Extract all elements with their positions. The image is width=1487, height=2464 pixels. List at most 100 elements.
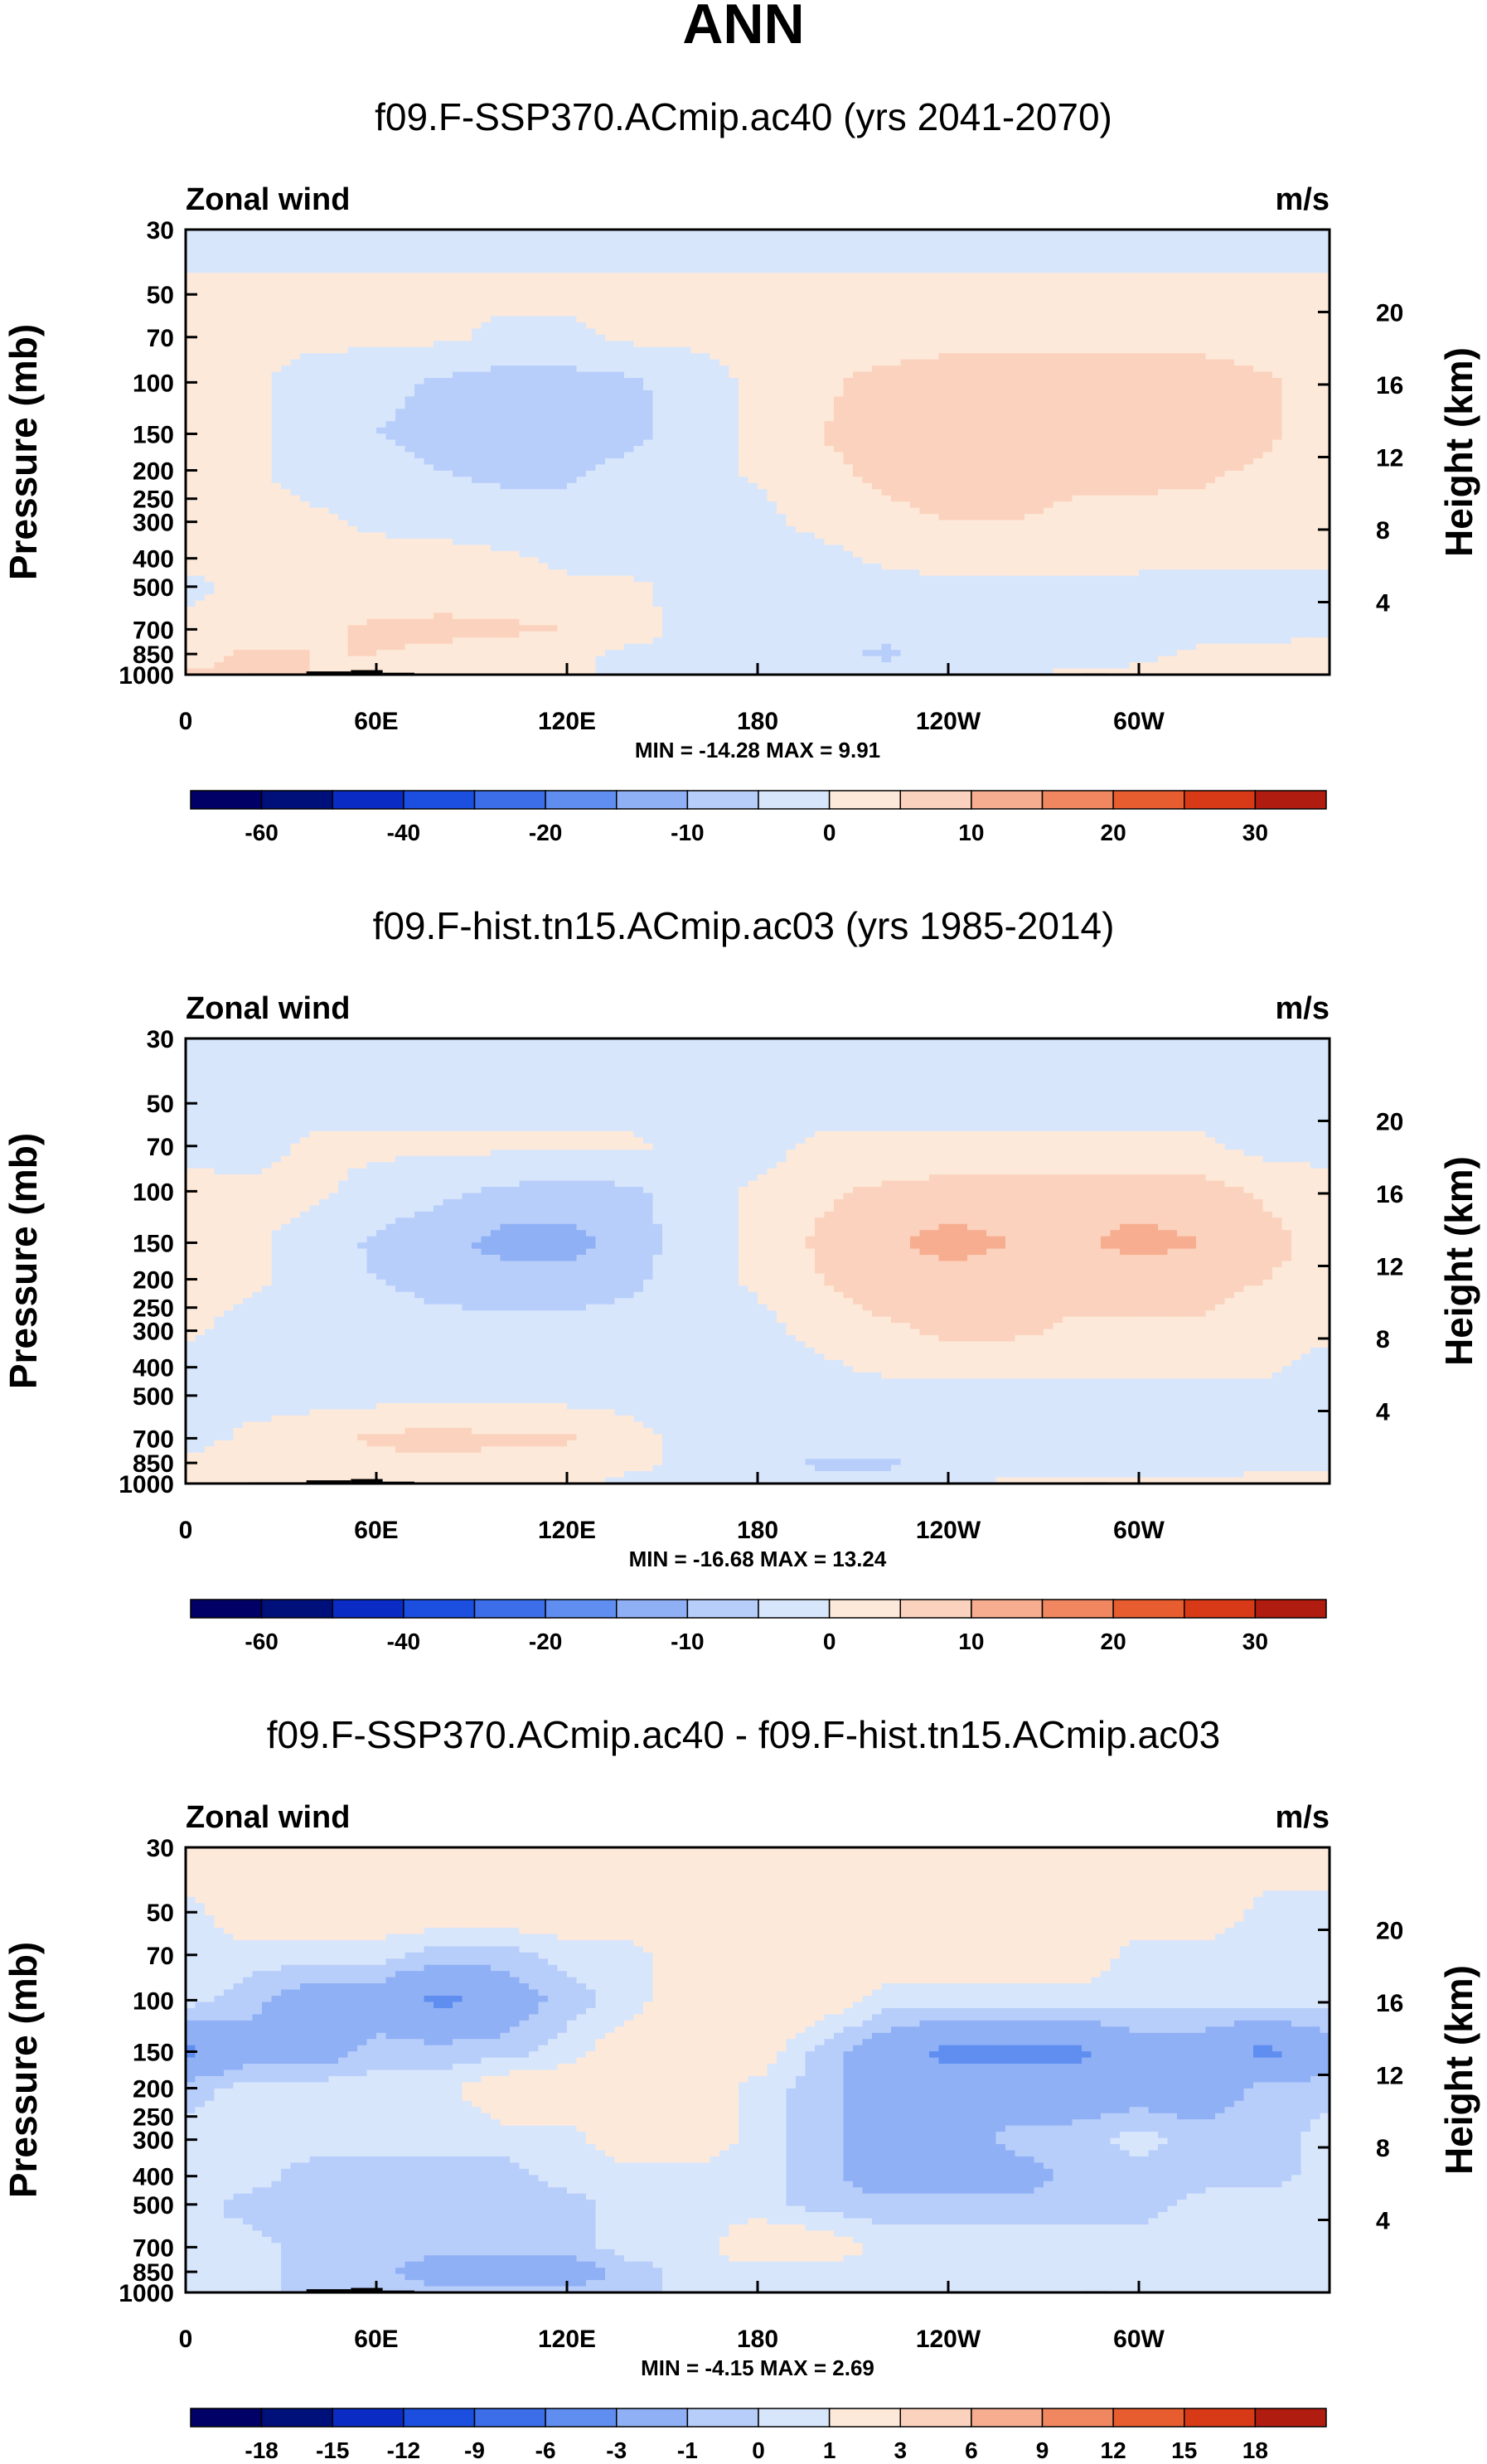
contour-cell (920, 267, 930, 274)
contour-cell (605, 242, 615, 249)
contour-cell (319, 279, 329, 286)
contour-cell (224, 292, 234, 298)
contour-cell (615, 298, 625, 304)
contour-cell (482, 292, 492, 298)
contour-cell (1024, 279, 1034, 286)
contour-cell (558, 273, 568, 279)
contour-cell (1263, 285, 1273, 292)
contour-cell (700, 279, 710, 286)
contour-cell (1272, 235, 1282, 242)
contour-cell (395, 279, 405, 286)
contour-cell (891, 285, 901, 292)
contour-cell (253, 260, 263, 267)
contour-cell (319, 273, 329, 279)
contour-cell (329, 248, 339, 254)
contour-cell (1291, 285, 1301, 292)
contour-cell (310, 242, 320, 249)
contour-cell (1005, 260, 1015, 267)
contour-cell (853, 242, 863, 249)
contour-cell (1301, 260, 1311, 267)
contour-cell (586, 298, 596, 304)
contour-cell (548, 267, 558, 274)
contour-cell (310, 254, 320, 261)
contour-cell (1263, 235, 1273, 242)
contour-cell (662, 298, 672, 304)
contour-cell (672, 292, 682, 298)
contour-cell (853, 235, 863, 242)
contour-cell (1034, 235, 1044, 242)
contour-cell (472, 260, 482, 267)
contour-cell (1044, 242, 1053, 249)
contour-cell (548, 298, 558, 304)
contour-cell (834, 260, 844, 267)
contour-cell (1168, 254, 1178, 261)
contour-cell (491, 298, 501, 304)
contour-cell (815, 279, 825, 286)
contour-cell (1130, 248, 1140, 254)
contour-cell (834, 248, 844, 254)
contour-cell (482, 285, 492, 292)
contour-cell (958, 242, 968, 249)
contour-cell (586, 260, 596, 267)
contour-cell (1215, 254, 1225, 261)
contour-cell (996, 279, 1006, 286)
contour-cell (262, 273, 272, 279)
contour-cell (710, 292, 720, 298)
contour-cell (863, 267, 873, 274)
contour-cell (787, 248, 797, 254)
contour-cell (205, 248, 215, 254)
contour-cell (1092, 298, 1102, 304)
contour-cell (262, 267, 272, 274)
contour-cell (463, 242, 472, 249)
contour-cell (463, 260, 472, 267)
contour-cell (243, 254, 253, 261)
contour-cell (653, 285, 663, 292)
contour-cell (357, 260, 367, 267)
contour-cell (1024, 298, 1034, 304)
contour-cell (586, 242, 596, 249)
contour-cell (1177, 285, 1187, 292)
contour-cell (967, 260, 977, 267)
contour-cell (1111, 235, 1121, 242)
contour-cell (1177, 260, 1187, 267)
contour-cell (501, 242, 511, 249)
contour-cell (1187, 279, 1197, 286)
contour-cell (710, 260, 720, 267)
contour-cell (863, 260, 873, 267)
contour-cell (1225, 292, 1235, 298)
contour-cell (825, 242, 835, 249)
contour-cell (882, 248, 892, 254)
contour-cell (662, 260, 672, 267)
contour-cell (405, 242, 415, 249)
contour-cell (691, 298, 701, 304)
contour-cell (224, 254, 234, 261)
contour-cell (872, 292, 882, 298)
contour-cell (1120, 267, 1130, 274)
contour-cell (739, 260, 748, 267)
contour-cell (863, 248, 873, 254)
contour-cell (405, 273, 415, 279)
contour-cell (529, 273, 539, 279)
contour-cell (1034, 298, 1044, 304)
contour-cell (1053, 279, 1063, 286)
contour-cell (1225, 273, 1235, 279)
contour-cell (1225, 235, 1235, 242)
contour-cell (672, 242, 682, 249)
contour-cell (996, 254, 1006, 261)
contour-cell (1225, 298, 1235, 304)
contour-cell (796, 242, 806, 249)
contour-cell (520, 242, 530, 249)
contour-cell (443, 242, 453, 249)
contour-cell (1168, 235, 1178, 242)
contour-cell (367, 242, 377, 249)
contour-cell (929, 273, 939, 279)
contour-cell (1158, 242, 1168, 249)
contour-cell (414, 292, 424, 298)
contour-cell (386, 273, 396, 279)
contour-cell (958, 273, 968, 279)
contour-cell (834, 267, 844, 274)
contour-cell (443, 285, 453, 292)
contour-cell (196, 242, 206, 249)
contour-cell (1215, 298, 1225, 304)
contour-cell (319, 248, 329, 254)
